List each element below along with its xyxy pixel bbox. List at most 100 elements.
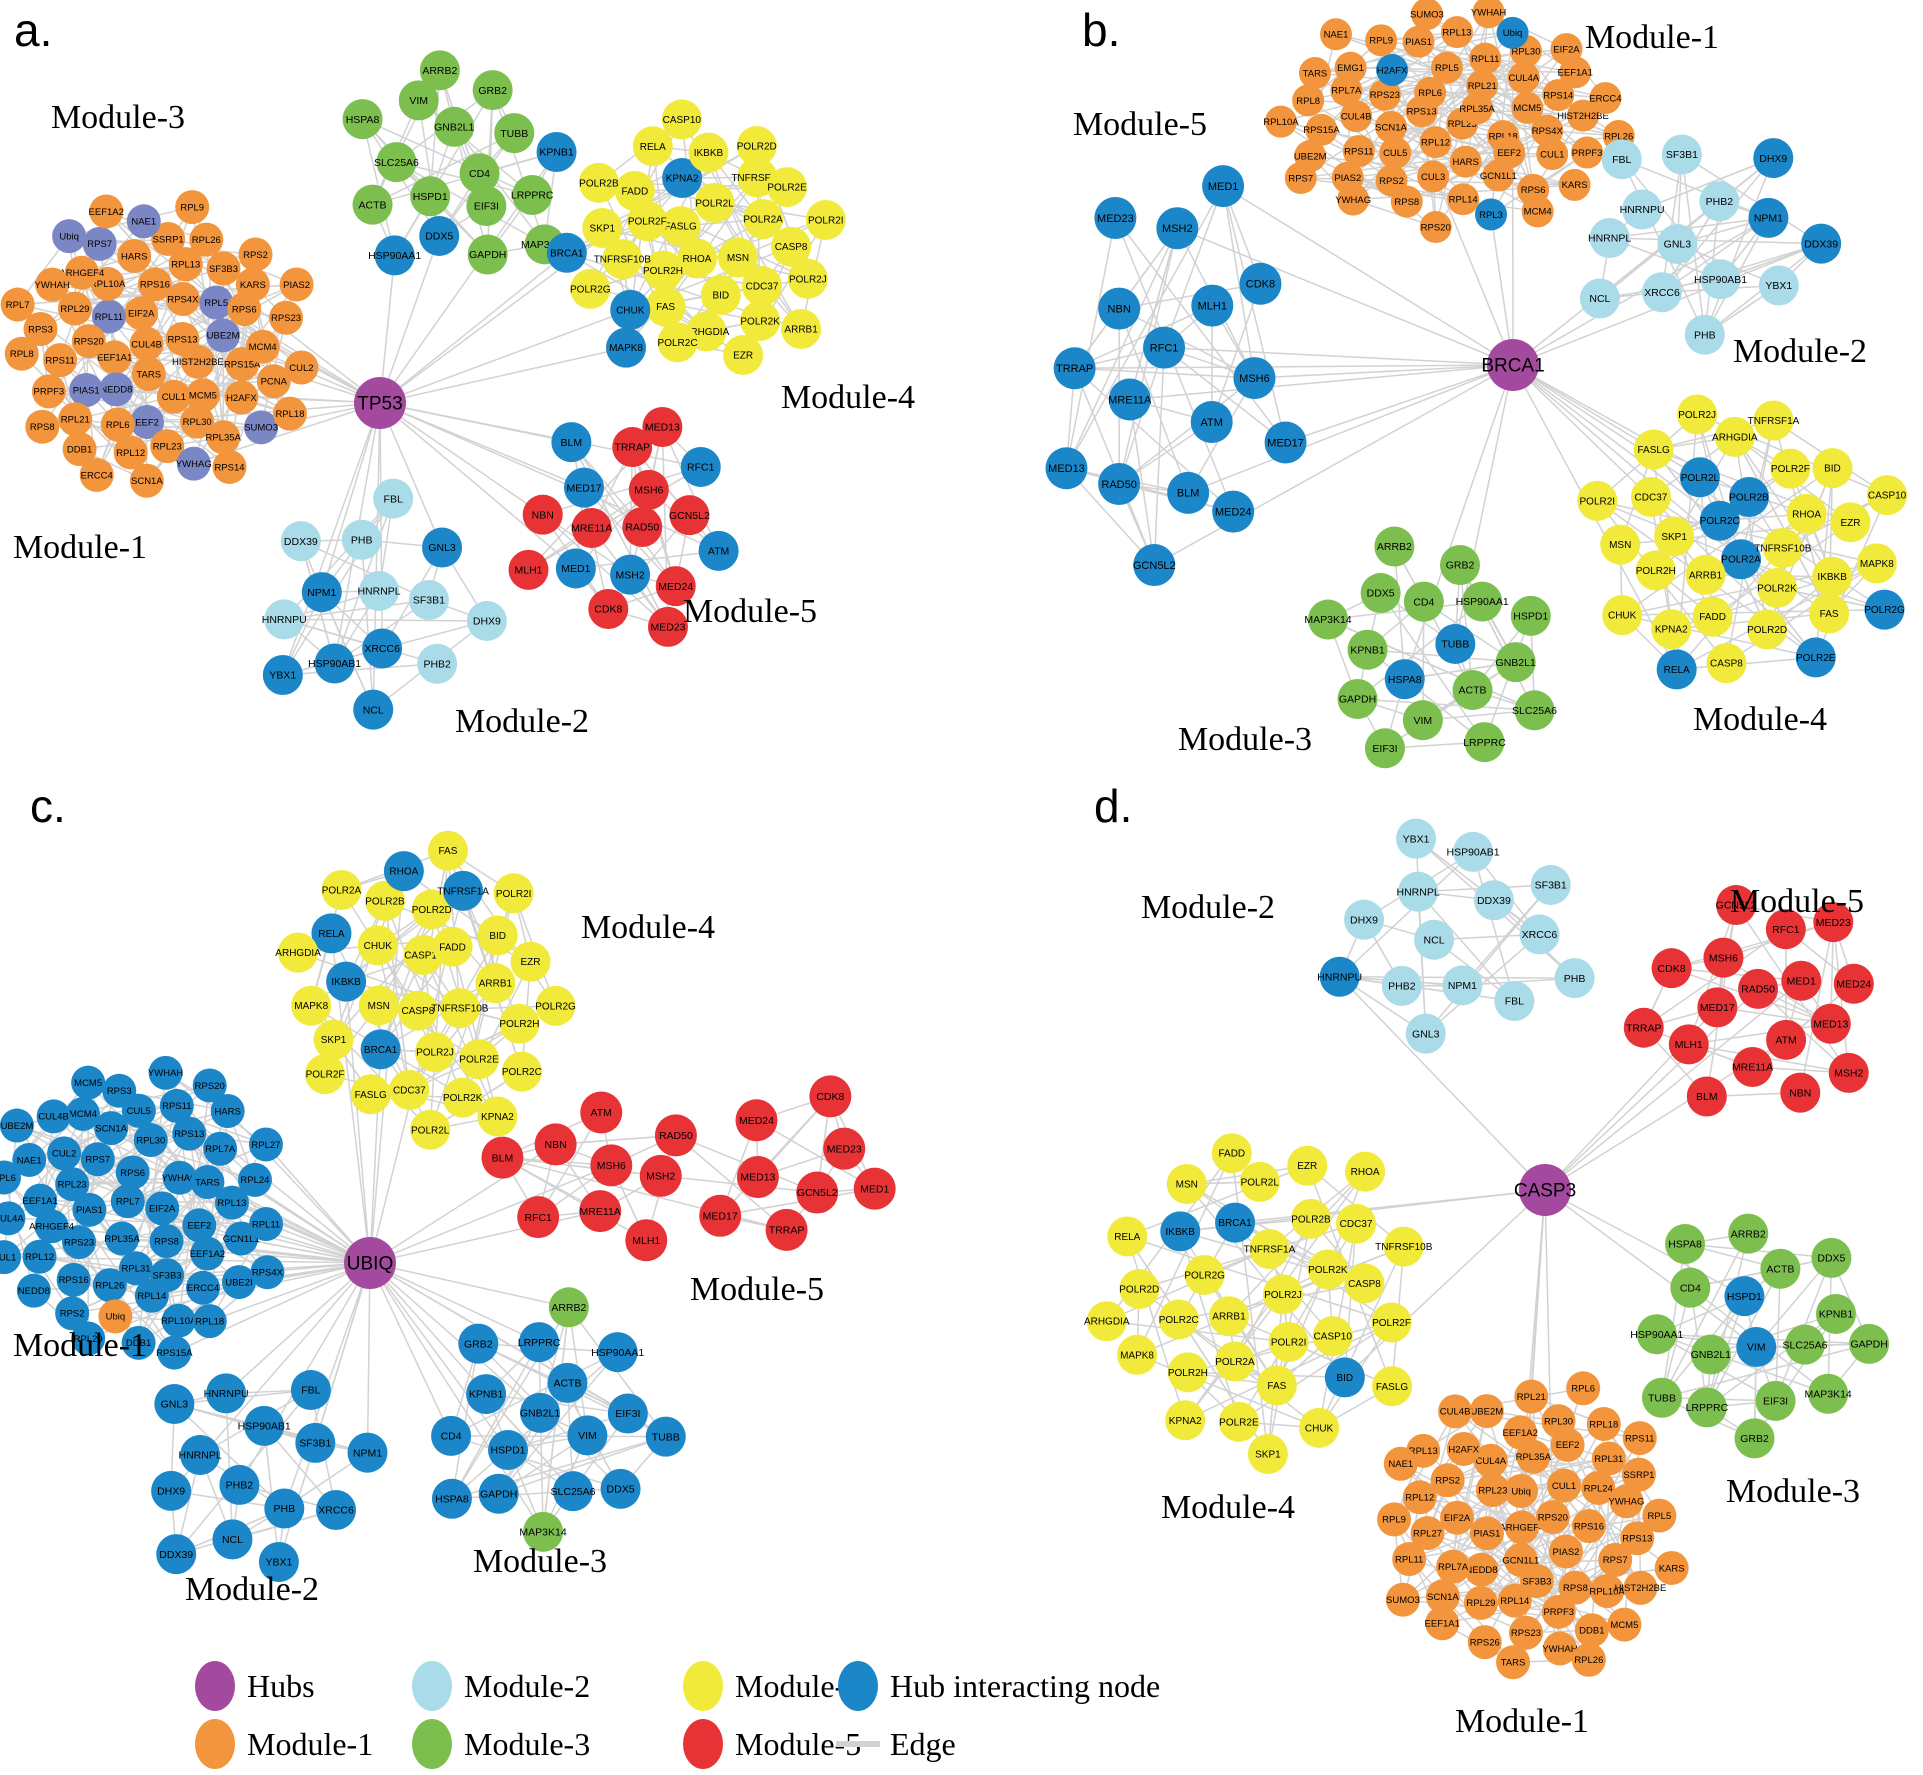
node-circle-RPL11[interactable] — [91, 299, 126, 334]
node-SCN1A[interactable]: SCN1A — [1425, 1579, 1460, 1614]
node-circle-RPL9[interactable] — [1377, 1502, 1412, 1537]
node-DDB1[interactable]: DDB1 — [121, 1325, 156, 1360]
node-POLR2A[interactable]: POLR2A — [743, 199, 783, 240]
node-circle-HIST2H2BE[interactable] — [180, 344, 215, 379]
node-circle-RPL13[interactable] — [168, 247, 203, 282]
node-TUBB[interactable]: TUBB — [494, 113, 535, 154]
node-circle-MED1[interactable] — [853, 1167, 896, 1210]
node-circle-Ubiq[interactable] — [52, 219, 87, 254]
node-YWHAH[interactable]: YWHAH — [1542, 1631, 1578, 1666]
node-POLR2J[interactable]: POLR2J — [1677, 394, 1718, 435]
node-CUL4B[interactable]: CUL4B — [1340, 100, 1373, 133]
node-circle-POLR2K[interactable] — [1307, 1249, 1348, 1290]
node-circle-RPS14[interactable] — [212, 449, 247, 484]
node-POLR2K[interactable]: POLR2K — [442, 1077, 483, 1118]
node-MED23[interactable]: MED23 — [1094, 196, 1137, 239]
node-CUL1[interactable]: CUL1 — [1536, 138, 1569, 171]
node-TNFRSF1A[interactable]: TNFRSF1A — [1244, 1229, 1296, 1270]
node-RPL29[interactable]: RPL29 — [71, 1321, 106, 1356]
node-MAP3K14[interactable]: MAP3K14 — [1304, 599, 1352, 640]
node-MED24[interactable]: MED24 — [1833, 963, 1874, 1004]
node-circle-POLR2L[interactable] — [694, 182, 735, 223]
node-circle-Ubiq[interactable] — [1504, 1473, 1539, 1508]
node-circle-RPL30[interactable] — [133, 1123, 168, 1158]
node-SF3B1[interactable]: SF3B1 — [1661, 134, 1702, 175]
node-SLC25A6[interactable]: SLC25A6 — [1783, 1324, 1828, 1365]
node-RPL11[interactable]: RPL11 — [1392, 1542, 1427, 1577]
node-FASLG[interactable]: FASLG — [1372, 1366, 1413, 1407]
node-RPL30[interactable]: RPL30 — [133, 1123, 168, 1158]
node-RPL10A[interactable]: RPL10A — [1263, 105, 1299, 138]
hub-circle-BRCA1[interactable] — [1487, 339, 1539, 391]
node-circle-RPS26[interactable] — [1467, 1625, 1502, 1660]
node-CDC37[interactable]: CDC37 — [1336, 1203, 1377, 1244]
node-POLR2L[interactable]: POLR2L — [1679, 457, 1720, 498]
node-ARRB2[interactable]: ARRB2 — [419, 50, 460, 91]
node-CUL1[interactable]: CUL1 — [0, 1240, 22, 1275]
node-circle-CD4[interactable] — [431, 1415, 472, 1456]
node-RPL23[interactable]: RPL23 — [150, 429, 185, 464]
node-HSPA8[interactable]: HSPA8 — [342, 99, 383, 140]
node-HARS[interactable]: HARS — [117, 238, 152, 273]
node-circle-CUL5[interactable] — [1379, 136, 1412, 169]
node-LRPPRC[interactable]: LRPPRC — [518, 1322, 561, 1363]
node-NBN[interactable]: NBN — [522, 494, 563, 535]
node-circle-MED23[interactable] — [647, 606, 688, 647]
node-circle-TNFRSF1A[interactable] — [1249, 1229, 1290, 1270]
node-MED24[interactable]: MED24 — [735, 1099, 778, 1142]
node-circle-RPS15A[interactable] — [157, 1335, 192, 1370]
node-circle-RPL31[interactable] — [1591, 1441, 1626, 1476]
node-POLR2B[interactable]: POLR2B — [365, 880, 405, 921]
node-circle-HSP90AA1[interactable] — [374, 235, 415, 276]
node-RPL10A[interactable]: RPL10A — [1589, 1574, 1625, 1609]
node-DDX5[interactable]: DDX5 — [419, 215, 460, 256]
node-circle-RPL29[interactable] — [57, 291, 92, 326]
node-circle-EZR[interactable] — [1830, 502, 1871, 543]
node-YBX1[interactable]: YBX1 — [1758, 265, 1799, 306]
node-MED24[interactable]: MED24 — [1212, 490, 1255, 533]
node-FADD[interactable]: FADD — [1211, 1133, 1252, 1174]
node-circle-MED17[interactable] — [1697, 987, 1738, 1028]
node-circle-ATM[interactable] — [580, 1091, 623, 1134]
node-circle-ACTB[interactable] — [1760, 1248, 1801, 1289]
node-circle-MSH2[interactable] — [1828, 1052, 1869, 1093]
node-circle-RPS2[interactable] — [1430, 1463, 1465, 1498]
node-POLR2I[interactable]: POLR2I — [1268, 1322, 1309, 1363]
node-CD4[interactable]: CD4 — [459, 153, 500, 194]
node-circle-MLH1[interactable] — [1668, 1024, 1709, 1065]
node-circle-RPL26[interactable] — [1571, 1642, 1606, 1677]
node-circle-BLM[interactable] — [551, 422, 592, 463]
node-circle-IKBKB[interactable] — [1812, 556, 1853, 597]
node-EIF3I[interactable]: EIF3I — [1755, 1380, 1796, 1421]
node-circle-POLR2I[interactable] — [1577, 480, 1618, 521]
node-RPL26[interactable]: RPL26 — [189, 222, 224, 257]
node-circle-POLR2H[interactable] — [1167, 1352, 1208, 1393]
node-RPL3[interactable]: RPL3 — [1475, 198, 1508, 231]
node-VIM[interactable]: VIM — [398, 80, 439, 121]
node-circle-RPL13[interactable] — [214, 1185, 249, 1220]
node-HNRNPL[interactable]: HNRNPL — [1588, 218, 1631, 259]
node-circle-CDK8[interactable] — [588, 589, 629, 630]
node-circle-RPL5[interactable] — [1430, 51, 1463, 84]
node-KPNA2[interactable]: KPNA2 — [1651, 609, 1692, 650]
node-circle-SF3B1[interactable] — [408, 580, 449, 621]
node-POLR2D[interactable]: POLR2D — [1747, 609, 1787, 650]
node-POLR2J[interactable]: POLR2J — [414, 1032, 455, 1073]
node-EZR[interactable]: EZR — [1287, 1145, 1328, 1186]
node-circle-HSPD1[interactable] — [1724, 1276, 1765, 1317]
node-ARHGEF4[interactable]: ARHGEF4 — [59, 255, 104, 290]
node-CDK8[interactable]: CDK8 — [809, 1075, 852, 1118]
node-RPL18[interactable]: RPL18 — [1586, 1406, 1621, 1441]
node-RPL6[interactable]: RPL6 — [100, 407, 135, 442]
node-RELA[interactable]: RELA — [311, 913, 352, 954]
node-MED13[interactable]: MED13 — [1810, 1003, 1851, 1044]
node-EEF1A1[interactable]: EEF1A1 — [1425, 1606, 1460, 1641]
node-circle-RPS16[interactable] — [1571, 1508, 1606, 1543]
node-circle-POLR2A[interactable] — [1214, 1341, 1255, 1382]
node-circle-FADD[interactable] — [614, 170, 655, 211]
node-circle-RFC1[interactable] — [1143, 326, 1186, 369]
node-circle-CUL4B[interactable] — [1438, 1394, 1473, 1429]
node-YWHAG[interactable]: YWHAG — [176, 446, 212, 481]
node-RPL27[interactable]: RPL27 — [248, 1127, 283, 1162]
node-POLR2C[interactable]: POLR2C — [502, 1051, 542, 1092]
